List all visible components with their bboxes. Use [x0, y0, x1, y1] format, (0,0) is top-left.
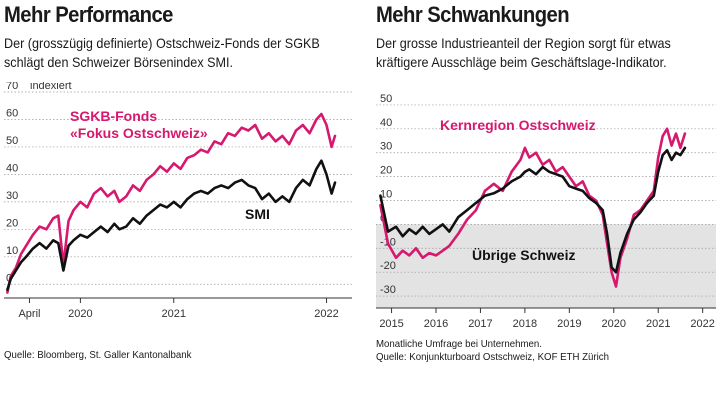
chart-source-note: Monatliche Umfrage bei Unternehmen.: [376, 338, 542, 350]
x-tick-label: 2021: [646, 318, 670, 330]
x-tick-label: 2021: [162, 308, 186, 320]
y-tick-label: 10: [380, 189, 392, 201]
y-tick-label: 10: [6, 245, 18, 257]
chart-title: Mehr Schwankungen: [376, 2, 570, 27]
series-label: SGKB-Fonds: [70, 108, 157, 124]
x-tick-label: 2020: [68, 308, 92, 320]
series-label: Kernregion Ostschweiz: [440, 117, 596, 133]
series-line-pink: [6, 112, 337, 294]
chart-subtitle: Der grosse Industrieanteil der Region so…: [376, 35, 671, 70]
chart-source: Quelle: Konjunkturboard Ostschweiz, KOF …: [376, 351, 610, 363]
x-tick-label: 2017: [468, 318, 492, 330]
x-tick-label: April: [18, 308, 40, 320]
y-tick-label: 20: [6, 217, 18, 229]
y-tick-label: 20: [380, 165, 392, 177]
y-tick-label: 70: [6, 82, 18, 92]
x-tick-label: 2016: [424, 318, 448, 330]
unit-label: indexiert: [30, 82, 72, 92]
y-tick-label: 30: [380, 141, 392, 153]
series-line-black: [379, 146, 687, 274]
panel-schwankungen: Mehr Schwankungen Der grosse Industriean…: [372, 0, 720, 405]
x-tick-label: 2022: [314, 308, 338, 320]
y-tick-label: 50: [380, 93, 392, 105]
x-tick-label: 2020: [602, 318, 626, 330]
x-tick-label: 2015: [379, 318, 403, 330]
x-tick-label: 2019: [557, 318, 581, 330]
panel-performance: Mehr Performance Der (grosszügig definie…: [4, 2, 352, 361]
series-label: Übrige Schweiz: [472, 247, 575, 263]
x-tick-label: 2022: [690, 318, 714, 330]
y-tick-label: 50: [6, 135, 18, 147]
y-tick-label: 40: [380, 117, 392, 129]
y-tick-label: 40: [6, 162, 18, 174]
chart-title: Mehr Performance: [4, 2, 173, 27]
series-line-pink: [379, 127, 687, 288]
series-label: «Fokus Ostschweiz»: [70, 125, 208, 141]
chart-subtitle: Der (grosszügig definierte) Ostschweiz-F…: [4, 35, 320, 70]
y-tick-label: -20: [380, 260, 396, 272]
y-tick-label: -30: [380, 284, 396, 296]
shaded-band: [376, 224, 716, 308]
y-tick-label: 30: [6, 190, 18, 202]
series-line-black: [6, 159, 337, 292]
chart-source: Quelle: Bloomberg, St. Galler Kantonalba…: [4, 349, 192, 361]
x-tick-label: 2018: [513, 318, 537, 330]
series-label: SMI: [245, 206, 270, 222]
y-tick-label: 60: [6, 107, 18, 119]
